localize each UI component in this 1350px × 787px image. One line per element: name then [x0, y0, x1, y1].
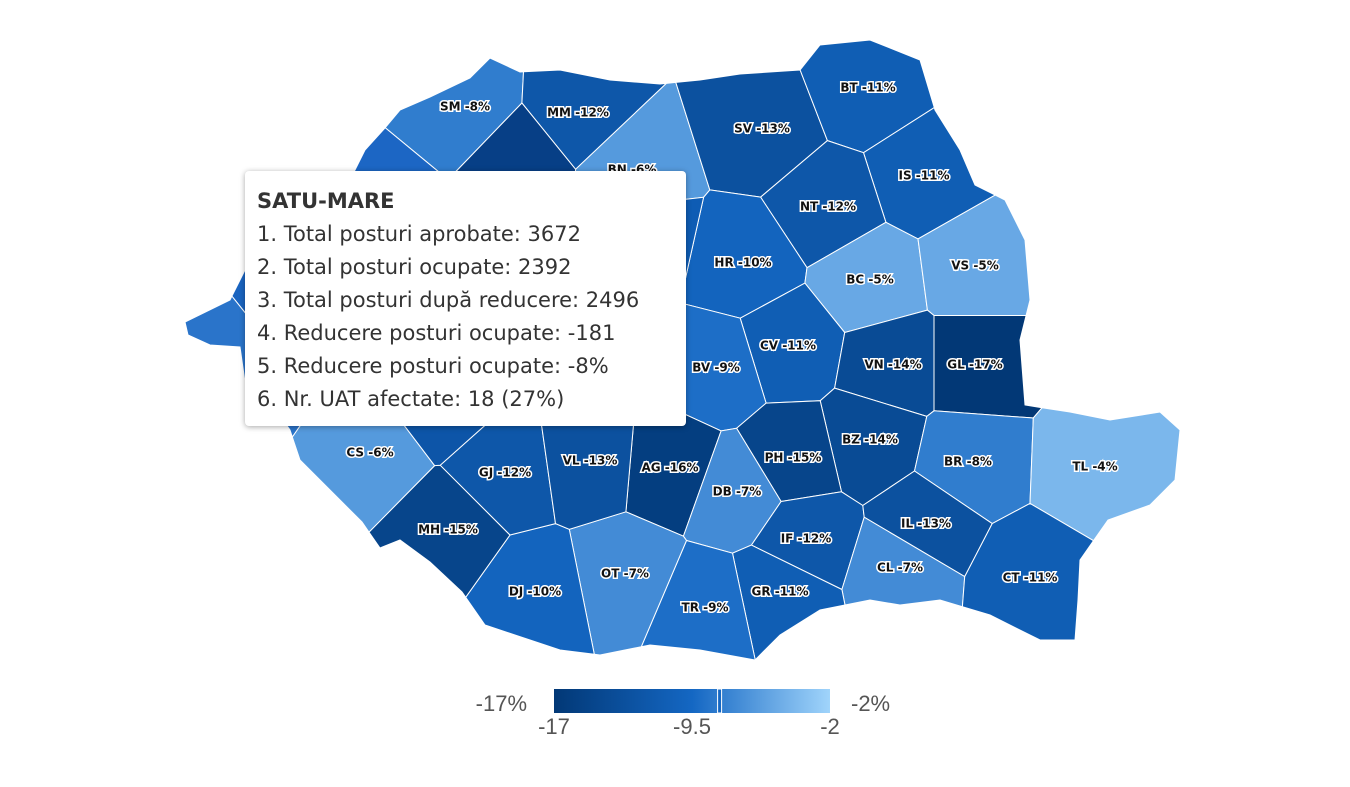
region-label: CT -11% [1003, 571, 1058, 585]
tooltip-line: 3. Total posturi după reducere: 2496 [257, 288, 640, 312]
tooltip-line: 5. Reducere posturi ocupate: -8% [257, 354, 609, 378]
tooltip-line: 1. Total posturi aprobate: 3672 [257, 222, 582, 246]
region-label: NT -12% [800, 200, 856, 214]
region-label: VL -13% [563, 454, 618, 468]
tooltip-title: SATU-MARE [257, 189, 395, 213]
region-label: PH -15% [765, 451, 822, 465]
tooltip-line: 6. Nr. UAT afectate: 18 (27%) [257, 387, 565, 411]
region-label: VS -5% [951, 259, 998, 273]
region-label: IS -11% [899, 169, 950, 183]
tooltip: SATU-MARE 1. Total posturi aprobate: 367… [245, 171, 686, 426]
region-label: SM -8% [440, 100, 490, 114]
legend-tick-label: -9.5 [673, 714, 711, 739]
region-label: TR -9% [682, 601, 729, 615]
region [640, 539, 756, 661]
region-label: VN -14% [864, 358, 921, 372]
region-label: GJ -12% [479, 466, 531, 480]
region-label: BV -9% [692, 361, 739, 375]
legend-tick-label: -17 [538, 714, 570, 739]
region [1029, 407, 1181, 542]
region-label: BT -11% [840, 81, 895, 95]
region-label: MH -15% [418, 523, 478, 537]
region-label: GL -17% [947, 358, 1002, 372]
region-label: SV -13% [734, 122, 790, 136]
region-label: CV -11% [760, 339, 816, 353]
region-label: BZ -14% [842, 433, 898, 447]
tooltip-line: 4. Reducere posturi ocupate: -181 [257, 321, 616, 345]
legend-bar [554, 689, 830, 713]
legend-max-label: -2% [851, 691, 890, 716]
region-label: IL -13% [901, 517, 951, 531]
region-label: AG -16% [641, 461, 698, 475]
region-label: MM -12% [547, 106, 609, 120]
region [961, 502, 1095, 641]
region-label: DB -7% [713, 485, 762, 499]
region-label: BC -5% [846, 273, 893, 287]
tooltip-line: 2. Total posturi ocupate: 2392 [257, 255, 572, 279]
region-label: BR -8% [944, 455, 992, 469]
region-label: DJ -10% [509, 585, 561, 599]
legend-marker [717, 688, 723, 714]
region-label: OT -7% [601, 567, 649, 581]
region-label: HR -10% [714, 256, 771, 270]
legend-min-label: -17% [476, 691, 527, 716]
region-label: GR -11% [752, 585, 809, 599]
region-label: IF -12% [781, 532, 832, 546]
region-label: CS -6% [346, 446, 393, 460]
region-label: TL -4% [1072, 460, 1117, 474]
region-label: CL -7% [877, 561, 923, 575]
legend-tick-label: -2 [820, 714, 840, 739]
